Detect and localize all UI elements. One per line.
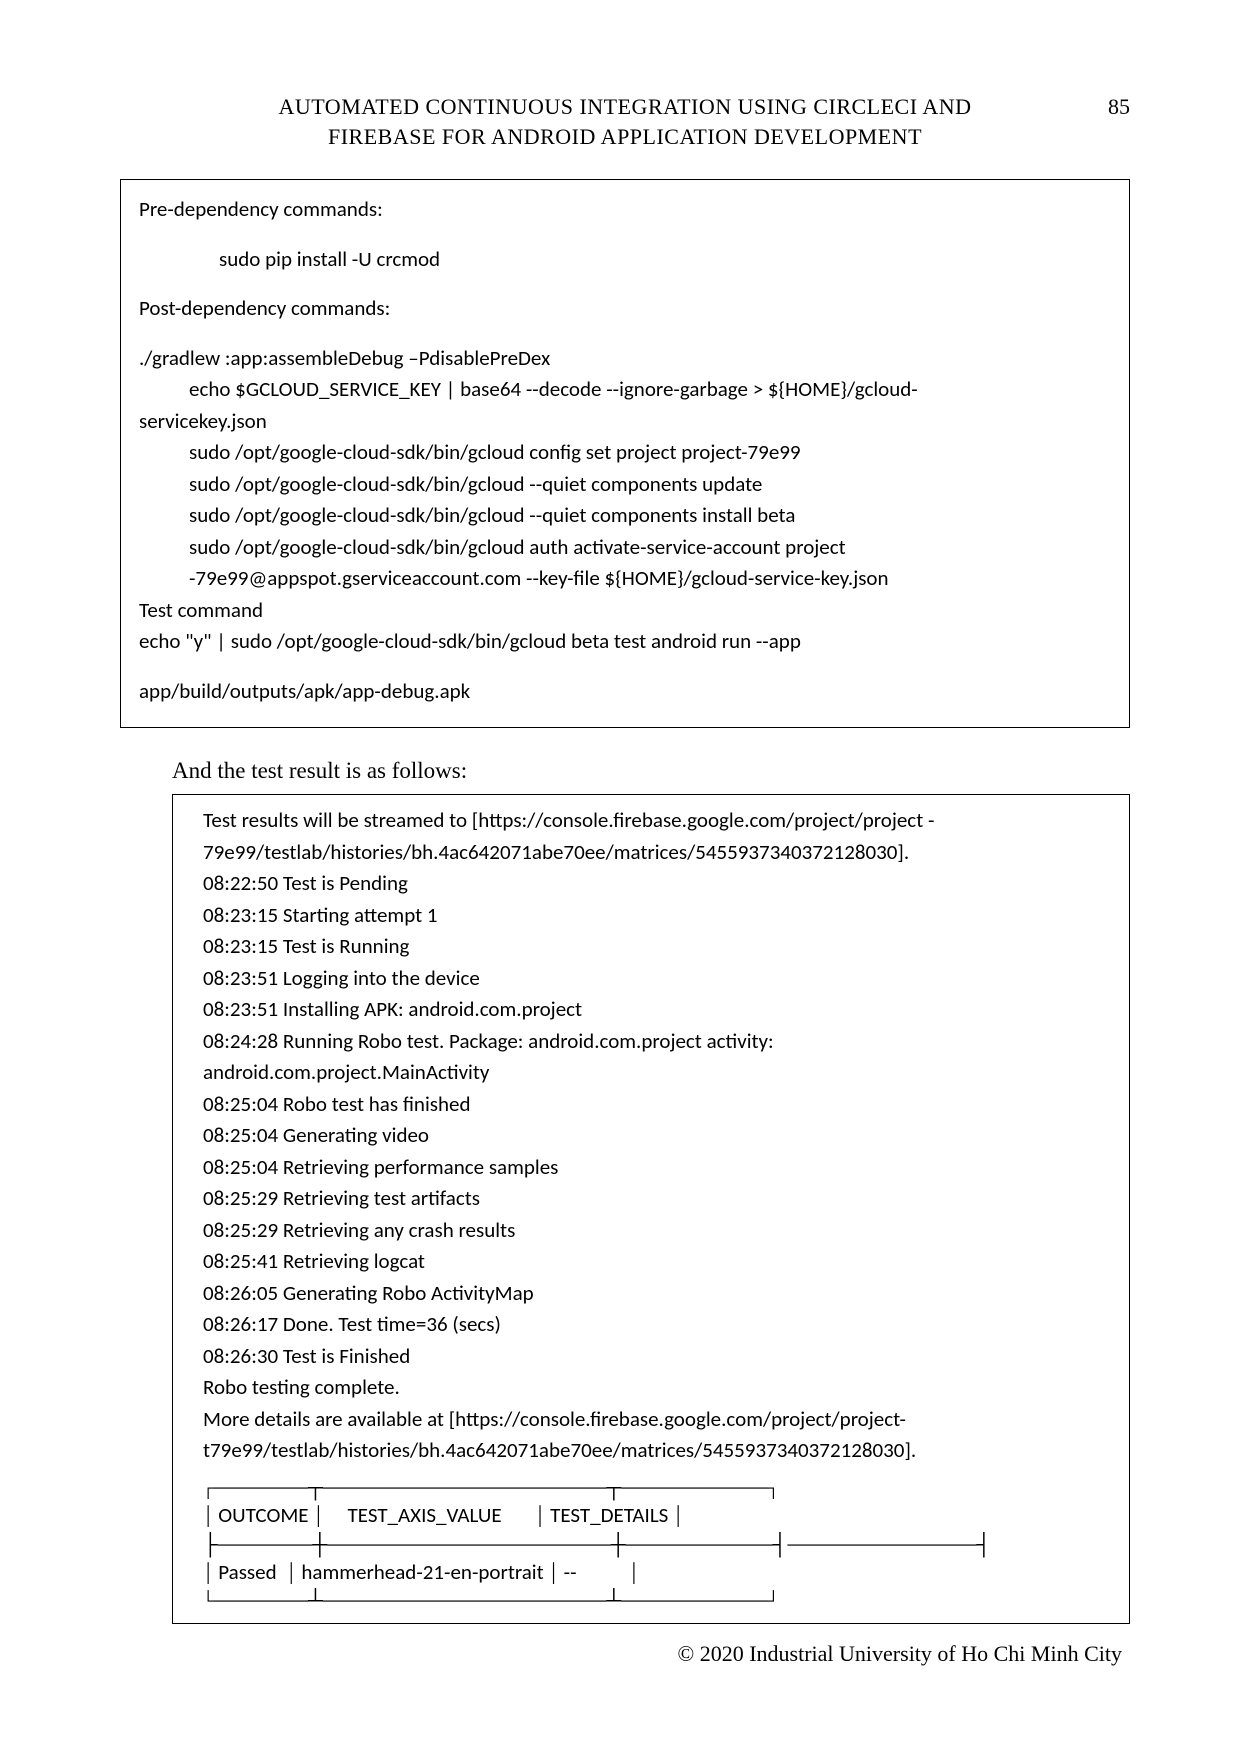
pre-dep-label: Pre-dependency commands: <box>139 194 1111 226</box>
result-line: 08:25:29 Retrieving any crash results <box>187 1215 1115 1247</box>
result-line: Robo testing complete. <box>187 1372 1115 1404</box>
pre-dep-cmd: sudo pip install -U crcmod <box>139 244 1111 276</box>
result-line: 08:23:51 Logging into the device <box>187 963 1115 995</box>
page-title: AUTOMATED CONTINUOUS INTEGRATION USING C… <box>180 92 1070 151</box>
page-number: 85 <box>1070 92 1130 120</box>
title-line-2: FIREBASE FOR ANDROID APPLICATION DEVELOP… <box>328 124 922 149</box>
title-line-1: AUTOMATED CONTINUOUS INTEGRATION USING C… <box>278 94 971 119</box>
result-line: 08:25:29 Retrieving test artifacts <box>187 1183 1115 1215</box>
post-dep-label: Post-dependency commands: <box>139 293 1111 325</box>
result-line: Test results will be streamed to [https:… <box>187 805 1115 837</box>
test-cmd: echo "y" | sudo /opt/google-cloud-sdk/bi… <box>139 626 1111 658</box>
result-line: More details are available at [https://c… <box>187 1404 1115 1436</box>
result-line: 08:23:15 Starting attempt 1 <box>187 900 1115 932</box>
post-line: -79e99@appspot.gserviceaccount.com --key… <box>139 563 1111 595</box>
result-line: 08:25:04 Retrieving performance samples <box>187 1152 1115 1184</box>
page-header: AUTOMATED CONTINUOUS INTEGRATION USING C… <box>120 92 1130 151</box>
result-line: 08:26:17 Done. Test time=36 (secs) <box>187 1309 1115 1341</box>
apk-path: app/build/outputs/apk/app-debug.apk <box>139 676 1111 708</box>
post-line: sudo /opt/google-cloud-sdk/bin/gcloud co… <box>139 437 1111 469</box>
result-line: 08:22:50 Test is Pending <box>187 868 1115 900</box>
result-line: 08:25:41 Retrieving logcat <box>187 1246 1115 1278</box>
result-line: 08:25:04 Generating video <box>187 1120 1115 1152</box>
result-line: 08:26:05 Generating Robo ActivityMap <box>187 1278 1115 1310</box>
post-line: echo $GCLOUD_SERVICE_KEY | base64 --deco… <box>139 374 1111 406</box>
post-line: ./gradlew :app:assembleDebug –PdisablePr… <box>139 343 1111 375</box>
result-line: t79e99/testlab/histories/bh.4ac642071abe… <box>187 1435 1115 1467</box>
result-line: 79e99/testlab/histories/bh.4ac642071abe7… <box>187 837 1115 869</box>
results-box: Test results will be streamed to [https:… <box>172 794 1130 1623</box>
post-line: sudo /opt/google-cloud-sdk/bin/gcloud --… <box>139 469 1111 501</box>
test-cmd-label: Test command <box>139 595 1111 627</box>
result-line: android.com.project.MainActivity <box>187 1057 1115 1089</box>
result-line: 08:23:51 Installing APK: android.com.pro… <box>187 994 1115 1026</box>
result-line: 08:25:04 Robo test has finished <box>187 1089 1115 1121</box>
results-table: ┌─────────┬───────────────────────────┬─… <box>187 1467 1115 1615</box>
page-footer: © 2020 Industrial University of Ho Chi M… <box>678 1641 1122 1667</box>
post-line: sudo /opt/google-cloud-sdk/bin/gcloud au… <box>139 532 1111 564</box>
results-intro: And the test result is as follows: <box>172 758 1130 784</box>
page: AUTOMATED CONTINUOUS INTEGRATION USING C… <box>0 0 1240 1753</box>
post-line: sudo /opt/google-cloud-sdk/bin/gcloud --… <box>139 500 1111 532</box>
result-line: 08:23:15 Test is Running <box>187 931 1115 963</box>
commands-codebox: Pre-dependency commands: sudo pip instal… <box>120 179 1130 728</box>
result-line: 08:26:30 Test is Finished <box>187 1341 1115 1373</box>
post-line: servicekey.json <box>139 406 1111 438</box>
result-line: 08:24:28 Running Robo test. Package: and… <box>187 1026 1115 1058</box>
